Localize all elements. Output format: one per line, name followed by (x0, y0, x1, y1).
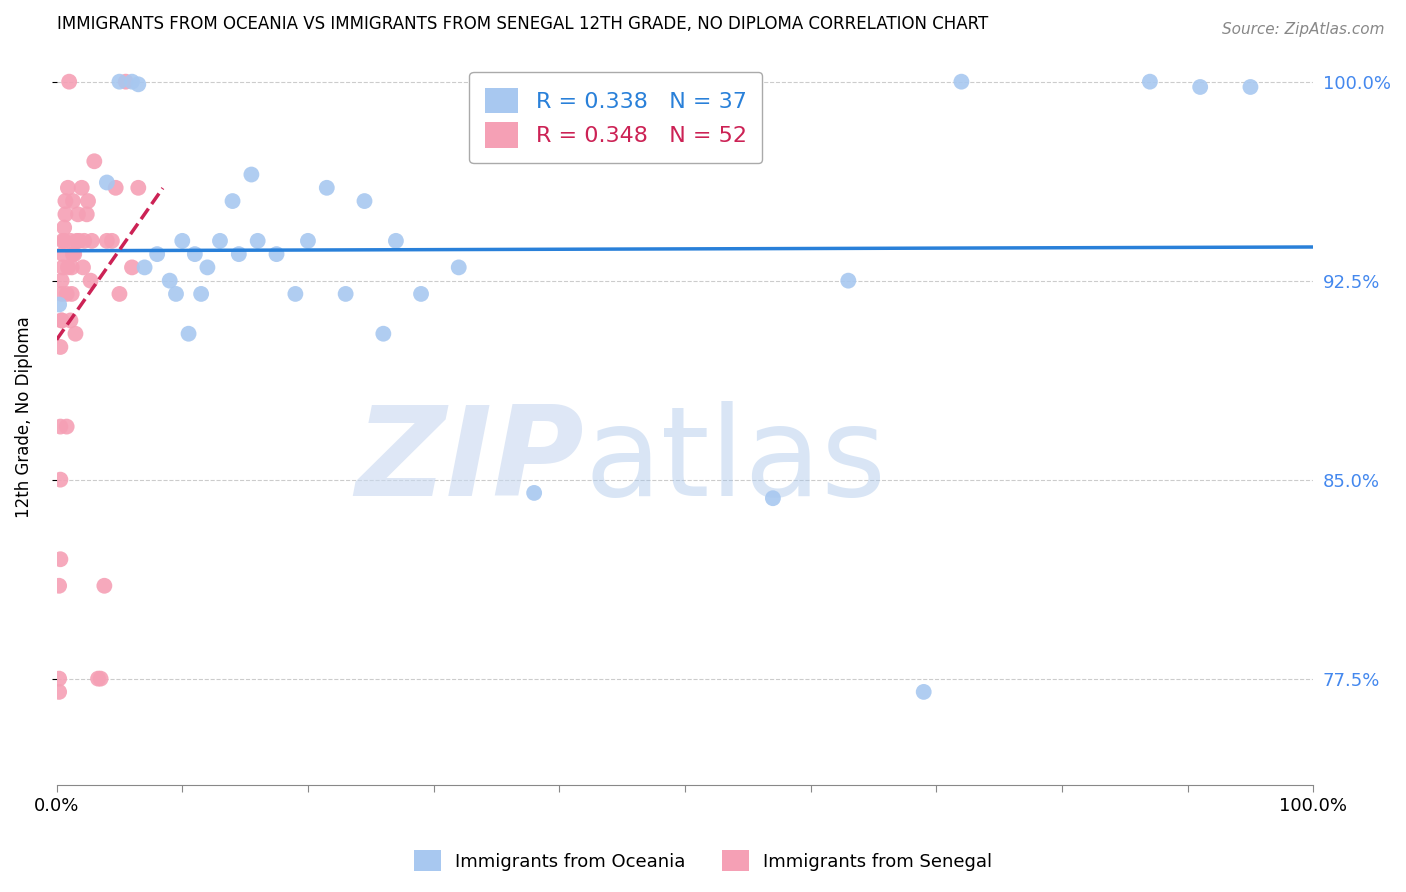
Point (52, 247, 75, 261)
Point (146, 247, 169, 261)
Point (66, 207, 89, 221)
Point (837, 274, 859, 288)
Point (60, 287, 83, 301)
Point (62, 194, 84, 208)
Point (246, 234, 269, 248)
Point (51, 274, 73, 288)
Point (52, 260, 75, 275)
Point (101, 234, 124, 248)
Point (127, 78, 149, 92)
Point (70, 181, 93, 195)
Point (73, 234, 96, 248)
Point (93, 579, 115, 593)
Point (373, 326, 395, 341)
Point (48, 685, 70, 699)
Point (63, 247, 86, 261)
Point (409, 287, 432, 301)
Point (96, 176, 118, 190)
Point (55, 207, 77, 221)
Point (523, 486, 546, 500)
Point (87, 672, 110, 686)
Point (335, 287, 357, 301)
Point (159, 274, 181, 288)
Point (950, 75, 973, 89)
Point (184, 247, 207, 261)
Point (58, 75, 80, 89)
Point (76, 207, 98, 221)
Y-axis label: 12th Grade, No Diploma: 12th Grade, No Diploma (15, 317, 32, 518)
Point (134, 260, 156, 275)
Point (53, 220, 76, 235)
Text: ZIP: ZIP (356, 401, 585, 522)
Text: atlas: atlas (585, 401, 887, 522)
Point (62, 247, 84, 261)
Point (79, 274, 101, 288)
Point (49, 419, 72, 434)
Point (108, 75, 131, 89)
Point (48, 297, 70, 311)
Point (59, 313, 82, 327)
Point (49, 340, 72, 354)
Point (56, 181, 79, 195)
Point (165, 287, 187, 301)
Point (221, 194, 243, 208)
Point (51, 287, 73, 301)
Point (1239, 80, 1261, 95)
Point (66, 234, 89, 248)
Point (177, 326, 200, 341)
Point (190, 287, 212, 301)
Point (114, 75, 136, 89)
Point (385, 234, 408, 248)
Point (127, 181, 149, 195)
Point (67, 234, 90, 248)
Point (48, 579, 70, 593)
Point (104, 181, 127, 195)
Point (55, 194, 77, 208)
Point (240, 168, 263, 182)
Point (49, 473, 72, 487)
Point (96, 234, 118, 248)
Point (121, 260, 143, 275)
Point (208, 234, 231, 248)
Point (762, 491, 785, 506)
Point (49, 552, 72, 566)
Point (284, 287, 307, 301)
Point (52, 234, 75, 248)
Point (60, 260, 83, 275)
Point (912, 685, 935, 699)
Point (59, 234, 82, 248)
Point (51, 313, 73, 327)
Point (53, 234, 76, 248)
Point (83, 154, 105, 169)
Point (48, 672, 70, 686)
Point (1189, 80, 1212, 95)
Point (353, 194, 375, 208)
Point (1139, 75, 1161, 89)
Point (108, 287, 131, 301)
Point (55, 419, 77, 434)
Legend: Immigrants from Oceania, Immigrants from Senegal: Immigrants from Oceania, Immigrants from… (406, 843, 1000, 879)
Point (77, 194, 100, 208)
Point (315, 181, 337, 195)
Text: Source: ZipAtlas.com: Source: ZipAtlas.com (1222, 22, 1385, 37)
Point (51, 313, 73, 327)
Legend: R = 0.338   N = 37, R = 0.348   N = 52: R = 0.338 N = 37, R = 0.348 N = 52 (470, 72, 762, 163)
Point (65, 326, 87, 341)
Text: IMMIGRANTS FROM OCEANIA VS IMMIGRANTS FROM SENEGAL 12TH GRADE, NO DIPLOMA CORREL: IMMIGRANTS FROM OCEANIA VS IMMIGRANTS FR… (56, 15, 988, 33)
Point (56, 260, 79, 275)
Point (72, 260, 94, 275)
Point (228, 247, 250, 261)
Point (55, 287, 77, 301)
Point (80, 234, 103, 248)
Point (197, 260, 219, 275)
Point (266, 247, 288, 261)
Point (90, 672, 112, 686)
Point (121, 75, 143, 89)
Point (172, 234, 194, 248)
Point (297, 234, 319, 248)
Point (447, 260, 470, 275)
